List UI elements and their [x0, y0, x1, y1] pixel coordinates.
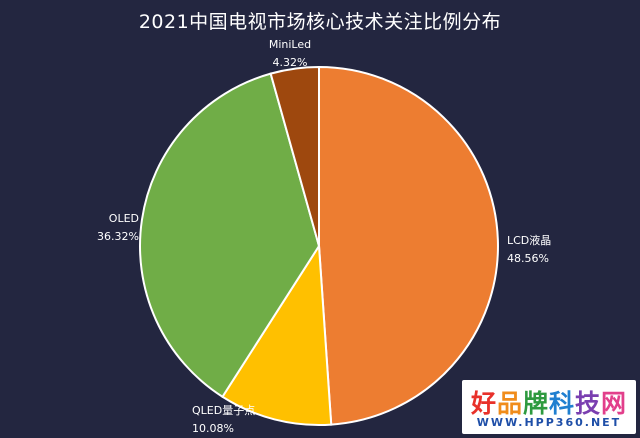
watermark-char-4: 技: [575, 389, 602, 418]
slice-name-label-1: QLED量子点: [192, 404, 255, 417]
watermark-logo: 好品牌科技网 WWW.HPP360.NET: [462, 380, 636, 434]
pie-slice-1: [221, 242, 333, 426]
watermark-char-2: 牌: [522, 389, 549, 418]
pie-slice-0: [318, 65, 499, 426]
pie-slice-3: [269, 65, 320, 247]
slice-value-label-3: 4.32%: [273, 56, 308, 69]
chart-title: 2021中国电视市场核心技术关注比例分布: [138, 11, 502, 33]
watermark-brand-text: 好品牌科技网: [462, 384, 636, 420]
slice-value-label-2: 36.32%: [97, 230, 139, 243]
slice-name-label-3: MiniLed: [269, 38, 311, 51]
pie-slice-2: [139, 72, 321, 399]
watermark-char-1: 品: [496, 389, 523, 418]
watermark-char-5: 网: [601, 389, 628, 418]
watermark-char-3: 科: [549, 389, 576, 418]
slice-name-label-0: LCD液晶: [507, 233, 551, 247]
watermark-url: WWW.HPP360.NET: [476, 416, 622, 429]
slice-name-label-2: OLED: [109, 212, 139, 225]
slice-value-label-1: 10.08%: [192, 422, 234, 435]
slice-value-label-0: 48.56%: [507, 252, 549, 265]
watermark-char-0: 好: [470, 389, 497, 418]
